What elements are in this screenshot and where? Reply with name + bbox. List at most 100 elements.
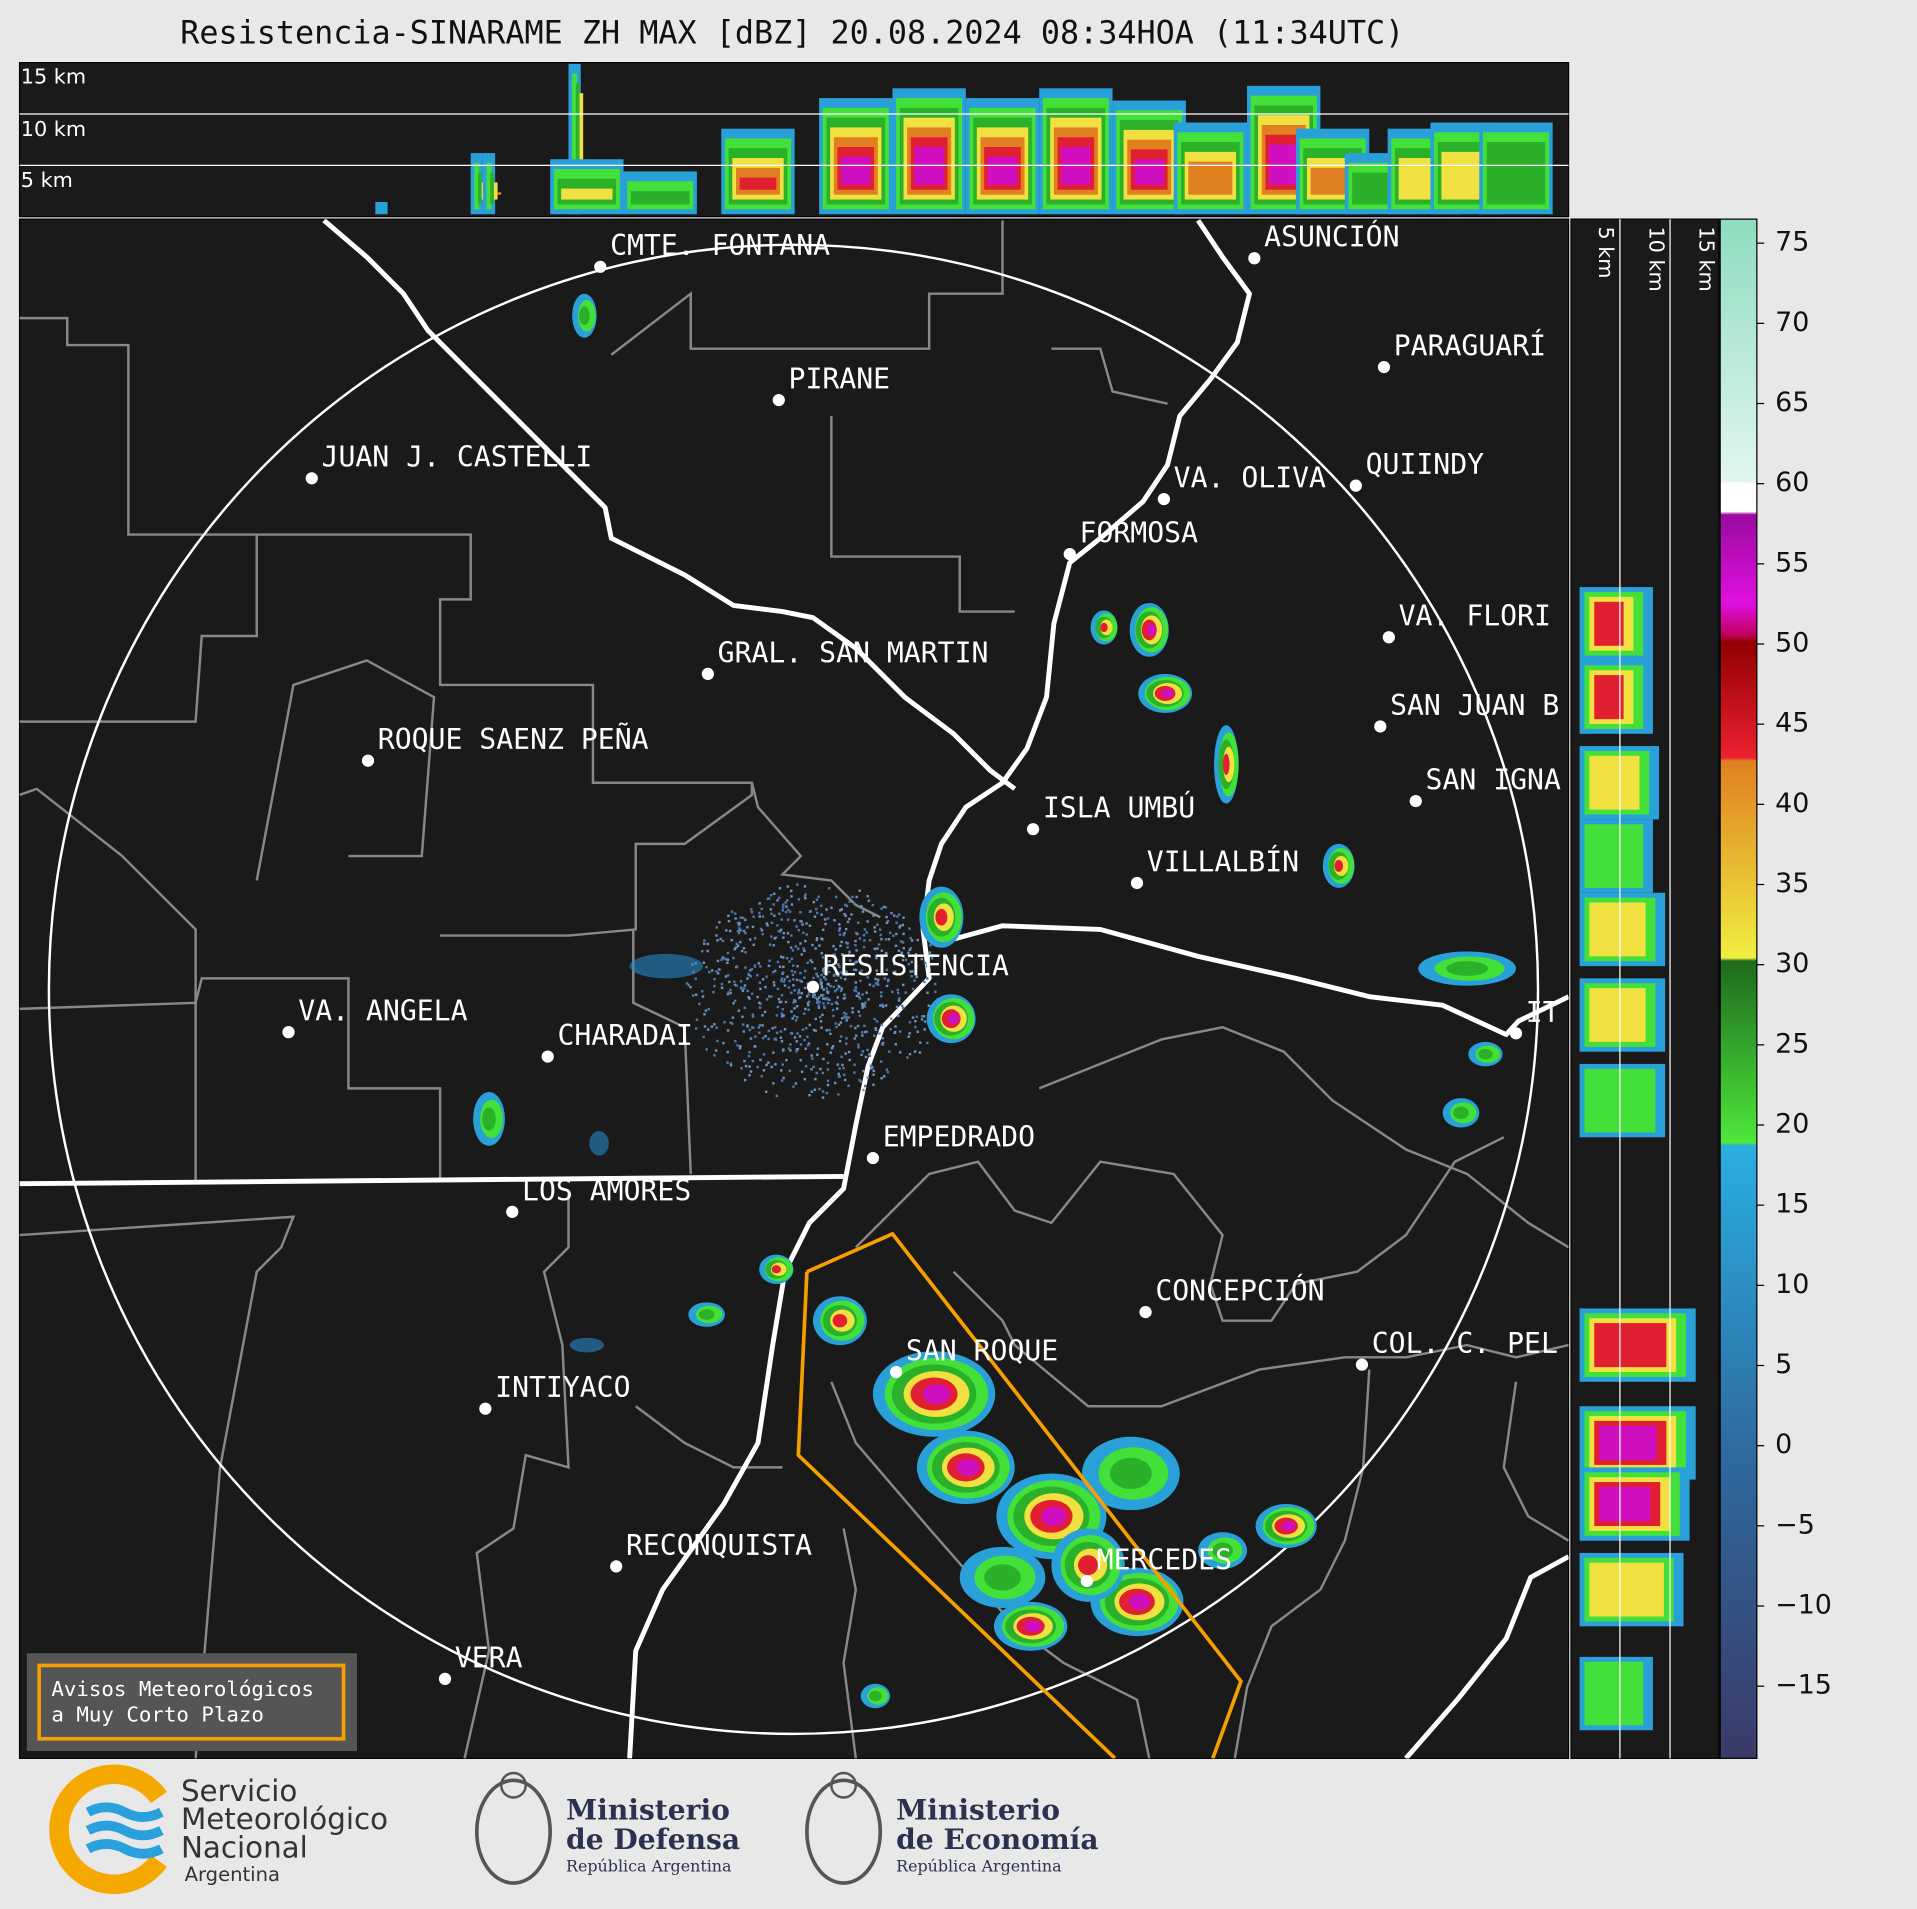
- clutter: [885, 984, 889, 988]
- xs-echo: [490, 172, 494, 205]
- clutter: [743, 1059, 746, 1063]
- clutter: [763, 1010, 767, 1014]
- echo: [1109, 1457, 1152, 1490]
- clutter: [800, 953, 804, 956]
- clutter: [888, 931, 892, 935]
- echo: [922, 1384, 951, 1404]
- clutter: [847, 1084, 850, 1087]
- clutter: [789, 1049, 792, 1052]
- clutter: [689, 985, 692, 989]
- clutter: [853, 1071, 856, 1074]
- xs-echo: [987, 156, 1018, 185]
- clutter: [915, 1015, 919, 1019]
- city-dot: [806, 980, 820, 994]
- clutter: [727, 914, 730, 918]
- clutter: [845, 1016, 849, 1019]
- clutter: [783, 977, 787, 981]
- clutter: [781, 906, 785, 909]
- clutter: [713, 1054, 716, 1057]
- clutter: [880, 1042, 884, 1046]
- clutter: [759, 1002, 762, 1006]
- side-echo: [1584, 824, 1644, 888]
- warning-box[interactable]: [26, 1653, 357, 1752]
- clutter: [782, 1076, 785, 1080]
- clutter: [900, 951, 904, 955]
- clutter: [893, 914, 896, 917]
- clutter: [741, 916, 745, 920]
- clutter: [861, 1050, 865, 1053]
- clutter: [762, 1069, 766, 1072]
- clutter: [735, 942, 739, 946]
- clutter: [860, 1002, 864, 1006]
- city-dot: [479, 1402, 492, 1415]
- clutter: [811, 992, 815, 996]
- clutter: [879, 991, 883, 994]
- clutter: [778, 912, 781, 916]
- clutter: [750, 1026, 754, 1029]
- clutter: [792, 984, 795, 987]
- clutter: [773, 969, 777, 973]
- clutter: [833, 1081, 837, 1085]
- xs-echo: [572, 73, 578, 210]
- clutter: [868, 1053, 871, 1056]
- clutter: [863, 928, 867, 931]
- clutter: [894, 1043, 898, 1046]
- colorbar-label: 20: [1775, 1109, 1809, 1140]
- clutter: [828, 960, 831, 963]
- clutter: [826, 1043, 829, 1046]
- clutter: [687, 983, 690, 987]
- clutter: [897, 999, 901, 1002]
- clutter: [821, 1071, 825, 1075]
- clutter: [811, 1057, 814, 1060]
- clutter: [826, 1068, 830, 1071]
- clutter: [822, 968, 825, 971]
- logo-text: Argentina: [185, 1863, 280, 1886]
- clutter: [815, 1001, 819, 1005]
- clutter: [685, 982, 689, 985]
- clutter: [808, 1094, 811, 1097]
- clutter: [767, 1037, 770, 1041]
- clutter: [872, 1034, 876, 1037]
- clutter: [855, 1034, 858, 1037]
- clutter: [781, 1008, 784, 1011]
- city-dot: [1063, 547, 1076, 561]
- clutter: [854, 960, 858, 964]
- clutter: [769, 908, 772, 911]
- clutter: [930, 957, 934, 960]
- clutter: [838, 923, 841, 926]
- clutter: [836, 974, 840, 977]
- city-dot: [1248, 252, 1261, 265]
- clutter: [821, 1096, 825, 1099]
- clutter: [800, 920, 803, 923]
- clutter: [879, 1004, 882, 1007]
- clutter: [733, 980, 736, 983]
- clutter: [726, 958, 730, 961]
- clutter: [760, 1075, 763, 1078]
- clutter: [761, 1036, 765, 1040]
- clutter: [843, 1011, 846, 1015]
- warning-text[interactable]: Avisos Meteorológicos: [51, 1677, 314, 1701]
- echo: [569, 1337, 604, 1353]
- clutter: [701, 995, 705, 998]
- city-dot: [1382, 631, 1395, 644]
- clutter: [902, 946, 905, 950]
- boundary: [1051, 347, 1168, 405]
- clutter: [902, 932, 905, 936]
- clutter: [851, 1007, 854, 1010]
- clutter: [911, 1016, 915, 1019]
- clutter: [808, 924, 812, 927]
- clutter: [841, 1063, 844, 1067]
- warning-box-border: [37, 1663, 346, 1741]
- clutter: [748, 1074, 751, 1077]
- clutter: [868, 1054, 872, 1058]
- clutter: [777, 997, 781, 1001]
- clutter: [794, 1082, 798, 1085]
- clutter: [805, 933, 809, 936]
- clutter: [865, 991, 868, 994]
- warning-text[interactable]: a Muy Corto Plazo: [51, 1703, 264, 1727]
- clutter: [801, 923, 804, 926]
- clutter: [795, 1048, 798, 1051]
- clutter: [724, 957, 728, 961]
- clutter: [898, 1030, 902, 1033]
- cross-section-echoes: [375, 63, 1553, 215]
